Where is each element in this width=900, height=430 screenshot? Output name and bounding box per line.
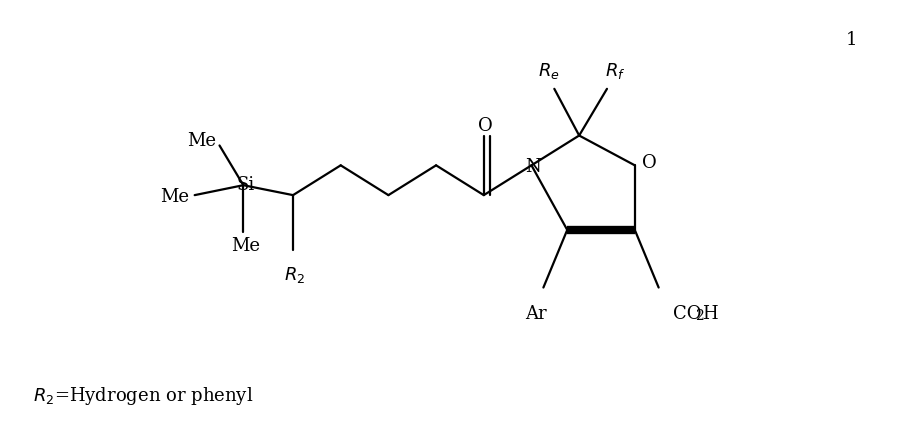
Text: Me: Me <box>187 132 216 150</box>
Text: $R_f$: $R_f$ <box>605 61 626 81</box>
Text: Me: Me <box>160 188 189 206</box>
Text: $R_e$: $R_e$ <box>538 61 560 81</box>
Text: 1: 1 <box>846 31 858 49</box>
Text: O: O <box>479 117 493 135</box>
Text: O: O <box>643 154 657 172</box>
Text: N: N <box>526 158 541 176</box>
Text: Si: Si <box>236 176 255 194</box>
Text: H: H <box>702 305 718 323</box>
Text: Ar: Ar <box>525 305 546 323</box>
Text: $R_2$: $R_2$ <box>284 265 306 285</box>
Text: CO: CO <box>672 305 701 323</box>
Text: 2: 2 <box>696 310 704 323</box>
Text: Me: Me <box>230 237 260 255</box>
Text: $R_2$=Hydrogen or phenyl: $R_2$=Hydrogen or phenyl <box>32 385 253 407</box>
